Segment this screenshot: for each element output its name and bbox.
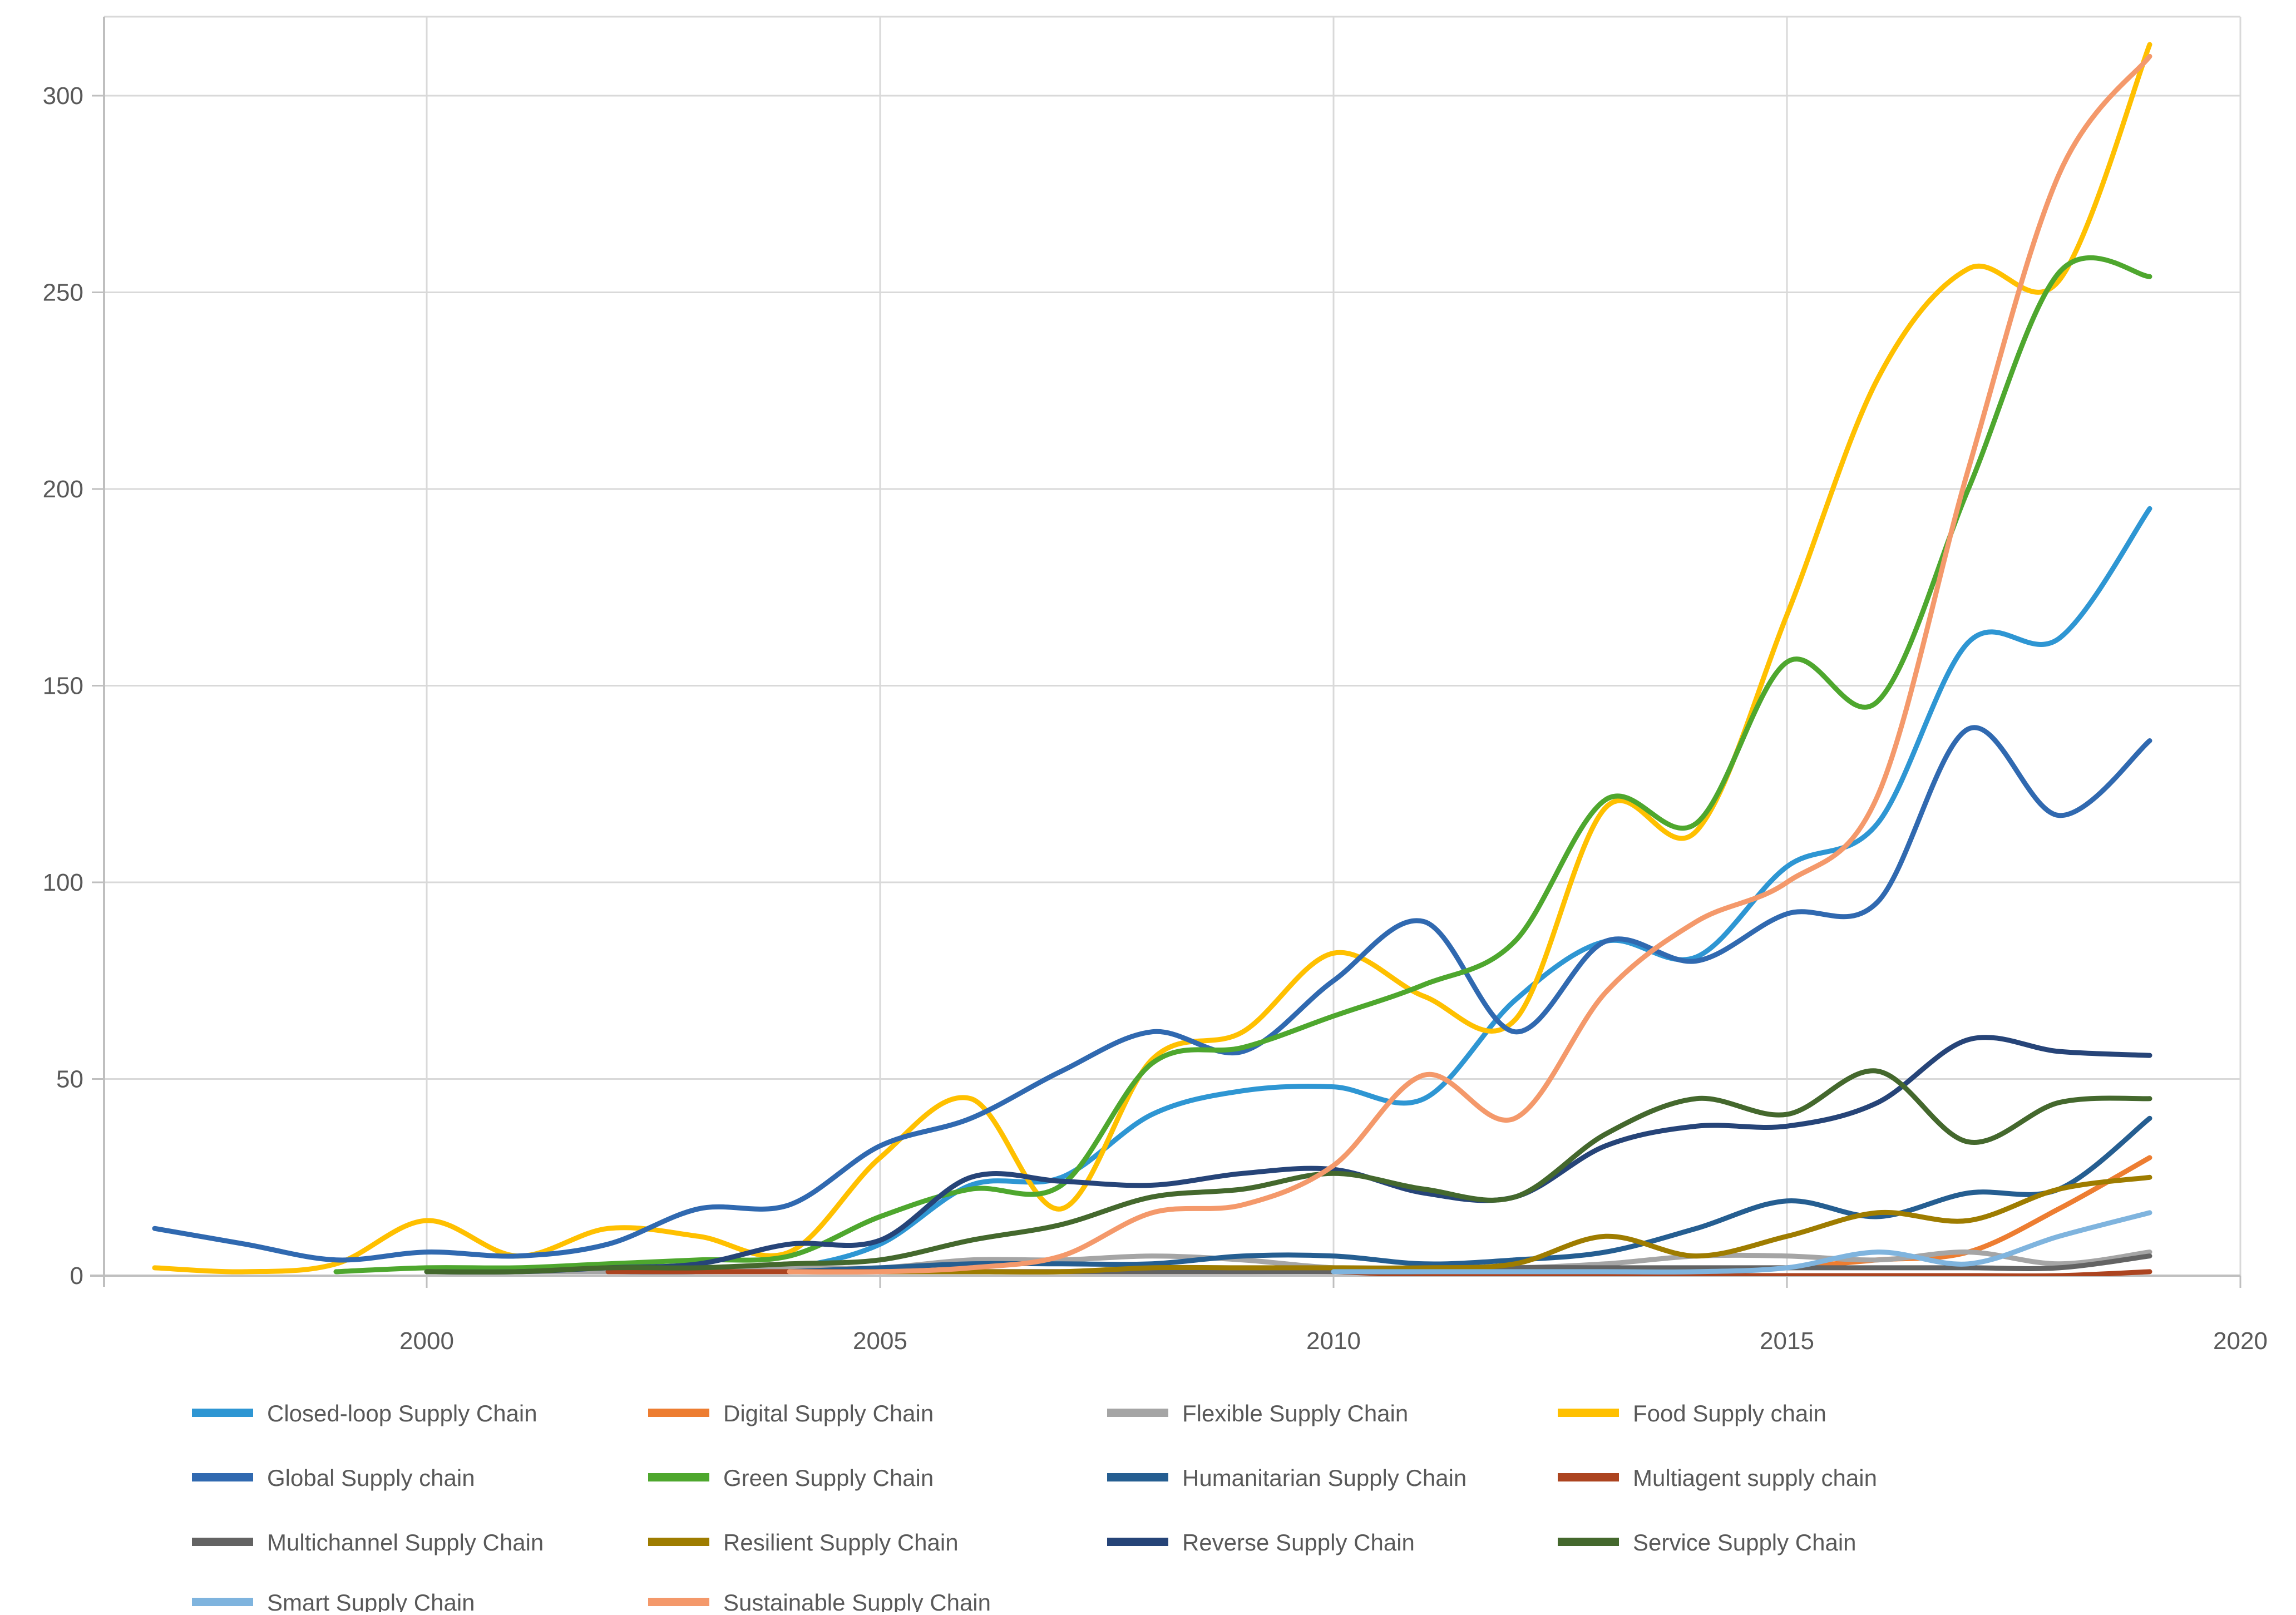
- legend-item-global-supply-chain: Global Supply chain: [192, 1465, 475, 1491]
- legend-item-food-supply-chain: Food Supply chain: [1558, 1400, 1826, 1426]
- legend-label: Multiagent supply chain: [1633, 1465, 1877, 1491]
- legend: Closed-loop Supply Chain Digital Supply C…: [192, 1400, 1877, 1615]
- series-lines: [152, 42, 2152, 1276]
- x-tick-label: 2015: [1760, 1327, 1814, 1355]
- legend-marker-food-supply-chain: [1558, 1409, 1619, 1417]
- y-tick-label: 0: [70, 1262, 83, 1290]
- legend-label: Closed-loop Supply Chain: [267, 1400, 537, 1426]
- legend-item-digital-supply-chain: Digital Supply Chain: [648, 1400, 934, 1426]
- series-line-global-supply-chain: [152, 725, 2152, 1263]
- legend-marker-digital-supply-chain: [648, 1409, 709, 1417]
- series-line-green-supply-chain: [333, 255, 2152, 1275]
- legend-item-sustainable-supply-chain: Sustainable Supply Chain: [648, 1589, 991, 1615]
- legend-item-flexible-supply-chain: Flexible Supply Chain: [1107, 1400, 1408, 1426]
- legend-marker-flexible-supply-chain: [1107, 1409, 1168, 1417]
- legend-item-reverse-supply-chain: Reverse Supply Chain: [1107, 1529, 1415, 1555]
- legend-item-smart-supply-chain: Smart Supply Chain: [192, 1589, 475, 1615]
- legend-label: Food Supply chain: [1633, 1400, 1826, 1426]
- legend-item-multichannel-supply-chain: Multichannel Supply Chain: [192, 1529, 544, 1555]
- y-tick-label: 50: [56, 1066, 83, 1093]
- series-line-food-supply-chain: [152, 42, 2152, 1275]
- y-tick-label: 150: [43, 673, 83, 700]
- legend-item-multiagent-supply-chain: Multiagent supply chain: [1558, 1465, 1877, 1491]
- legend-marker-closed-loop-supply-chain: [192, 1409, 253, 1417]
- series-line-sustainable-supply-chain: [787, 53, 2152, 1275]
- legend-marker-resilient-supply-chain: [648, 1538, 709, 1546]
- legend-marker-smart-supply-chain: [192, 1598, 253, 1606]
- legend-label: Smart Supply Chain: [267, 1589, 475, 1612]
- legend-marker-global-supply-chain: [192, 1473, 253, 1481]
- series-line-service-supply-chain: [424, 1068, 2152, 1275]
- series-line-closed-loop-supply-chain: [605, 506, 2152, 1275]
- x-tick-label: 2010: [1306, 1327, 1361, 1355]
- y-tick-label: 200: [43, 476, 83, 503]
- legend-item-green-supply-chain: Green Supply Chain: [648, 1465, 934, 1491]
- legend-item-closed-loop-supply-chain: Closed-loop Supply Chain: [192, 1400, 537, 1426]
- legend-label: Resilient Supply Chain: [723, 1529, 959, 1555]
- legend-label: Multichannel Supply Chain: [267, 1529, 544, 1555]
- x-tick-label: 2005: [853, 1327, 907, 1355]
- legend-label: Green Supply Chain: [723, 1465, 934, 1491]
- legend-label: Reverse Supply Chain: [1182, 1529, 1415, 1555]
- x-tick-label: 2020: [2213, 1327, 2268, 1355]
- series-line-reverse-supply-chain: [424, 1035, 2152, 1275]
- legend-marker-green-supply-chain: [648, 1473, 709, 1481]
- legend-marker-multichannel-supply-chain: [192, 1538, 253, 1546]
- series-line-smart-supply-chain: [1331, 1210, 2152, 1275]
- series-line-resilient-supply-chain: [877, 1174, 2152, 1275]
- legend-label: Service Supply Chain: [1633, 1529, 1856, 1555]
- series-line-humanitarian-supply-chain: [787, 1115, 2152, 1275]
- legend-label: Sustainable Supply Chain: [723, 1589, 991, 1612]
- legend-marker-reverse-supply-chain: [1107, 1538, 1168, 1546]
- legend-item-service-supply-chain: Service Supply Chain: [1558, 1529, 1856, 1555]
- y-tick-label: 250: [43, 279, 83, 307]
- x-tick-label: 2000: [399, 1327, 454, 1355]
- y-tick-label: 300: [43, 82, 83, 110]
- legend-label: Humanitarian Supply Chain: [1182, 1465, 1467, 1491]
- legend-item-resilient-supply-chain: Resilient Supply Chain: [648, 1529, 959, 1555]
- legend-marker-humanitarian-supply-chain: [1107, 1473, 1168, 1481]
- legend-item-humanitarian-supply-chain: Humanitarian Supply Chain: [1107, 1465, 1467, 1491]
- legend-label: Digital Supply Chain: [723, 1400, 934, 1426]
- legend-marker-multiagent-supply-chain: [1558, 1473, 1619, 1481]
- legend-label: Flexible Supply Chain: [1182, 1400, 1408, 1426]
- y-tick-label: 100: [43, 869, 83, 896]
- legend-marker-service-supply-chain: [1558, 1538, 1619, 1546]
- legend-label: Global Supply chain: [267, 1465, 475, 1491]
- legend-marker-sustainable-supply-chain: [648, 1598, 709, 1606]
